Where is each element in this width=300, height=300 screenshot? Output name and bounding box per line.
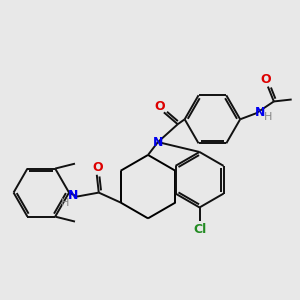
Text: N: N [153,136,163,148]
Text: O: O [92,161,103,174]
Text: N: N [255,106,265,119]
Text: H: H [61,199,69,208]
Text: H: H [264,112,272,122]
Text: Cl: Cl [193,223,206,236]
Text: N: N [68,189,78,202]
Text: O: O [261,73,271,86]
Text: O: O [154,100,165,113]
